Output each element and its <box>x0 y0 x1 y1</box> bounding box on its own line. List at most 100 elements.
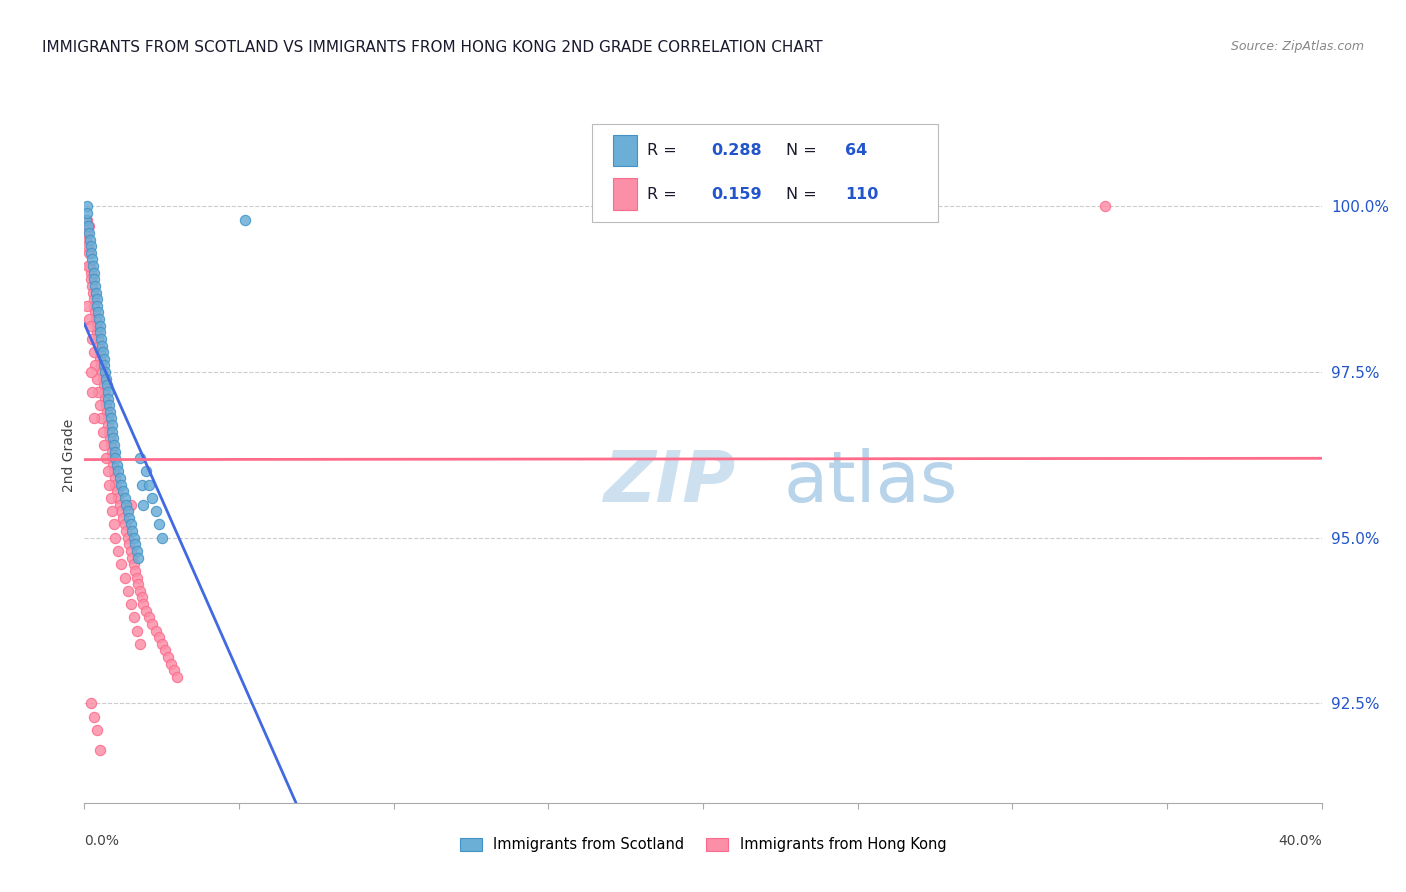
Text: 0.288: 0.288 <box>711 143 762 158</box>
Point <box>82 332 104 346</box>
Point <box>93 359 115 373</box>
Point <box>115 524 138 538</box>
Point <box>76 299 98 313</box>
Point <box>87 332 110 346</box>
Point <box>90 332 112 346</box>
Point <box>86 723 108 737</box>
Point <box>82 259 104 273</box>
Point <box>131 591 153 605</box>
Point <box>84 285 107 300</box>
Point <box>98 477 121 491</box>
Text: N =: N = <box>786 186 821 202</box>
Point <box>75 233 97 247</box>
Point <box>114 570 136 584</box>
Point <box>107 544 129 558</box>
Text: 0.0%: 0.0% <box>84 834 120 848</box>
FancyBboxPatch shape <box>613 135 637 166</box>
Point <box>112 511 135 525</box>
Point <box>135 604 157 618</box>
Point <box>79 233 101 247</box>
Point <box>101 504 124 518</box>
Point <box>132 597 155 611</box>
Point <box>160 657 183 671</box>
Point <box>118 537 141 551</box>
Point <box>96 465 118 479</box>
Point <box>89 338 111 352</box>
Point <box>98 405 121 419</box>
Point <box>91 425 114 439</box>
Point <box>82 279 104 293</box>
Point <box>75 212 97 227</box>
Point <box>150 531 173 545</box>
Point <box>110 504 132 518</box>
Text: R =: R = <box>647 143 682 158</box>
Point <box>93 378 115 392</box>
Point <box>91 372 114 386</box>
Point <box>120 597 142 611</box>
Point <box>166 670 188 684</box>
Point <box>101 431 124 445</box>
Point <box>117 583 139 598</box>
Point <box>104 444 127 458</box>
Point <box>79 259 101 273</box>
Point <box>108 498 131 512</box>
Point <box>103 438 125 452</box>
Point <box>115 498 138 512</box>
Point <box>145 624 167 638</box>
Point <box>84 305 107 319</box>
Point <box>77 219 100 234</box>
Point <box>98 398 121 412</box>
Point <box>79 318 101 333</box>
Point <box>83 411 105 425</box>
Point <box>89 351 111 366</box>
Point <box>105 484 128 499</box>
Legend: Immigrants from Scotland, Immigrants from Hong Kong: Immigrants from Scotland, Immigrants fro… <box>454 831 952 858</box>
Point <box>150 637 173 651</box>
Point <box>82 285 104 300</box>
Point <box>91 365 114 379</box>
Point <box>100 491 122 505</box>
Point <box>83 345 105 359</box>
Point <box>83 266 105 280</box>
Point <box>90 359 112 373</box>
Text: R =: R = <box>647 186 682 202</box>
Point <box>124 537 146 551</box>
Point <box>132 498 155 512</box>
Point <box>86 299 108 313</box>
Point <box>129 583 152 598</box>
Point <box>89 743 111 757</box>
Point <box>94 372 117 386</box>
Point <box>77 239 100 253</box>
Point <box>110 477 132 491</box>
Point <box>122 531 145 545</box>
Point <box>103 517 125 532</box>
Point <box>233 212 256 227</box>
Point <box>104 471 127 485</box>
Point <box>93 384 115 399</box>
Point <box>117 504 139 518</box>
Point <box>117 531 139 545</box>
Point <box>86 372 108 386</box>
Point <box>101 458 124 472</box>
Point <box>77 226 100 240</box>
Text: 64: 64 <box>845 143 868 158</box>
Point <box>76 206 98 220</box>
Point <box>114 517 136 532</box>
Point <box>90 411 112 425</box>
Point <box>96 384 118 399</box>
Point <box>80 245 103 260</box>
Point <box>83 299 105 313</box>
Point <box>98 425 121 439</box>
Point <box>122 558 145 572</box>
Point <box>120 544 142 558</box>
Point <box>89 312 111 326</box>
Point <box>84 312 107 326</box>
Point <box>79 266 101 280</box>
Point <box>148 517 170 532</box>
Point <box>127 550 149 565</box>
Point <box>141 491 163 505</box>
Point <box>80 272 103 286</box>
Point <box>118 511 141 525</box>
Point <box>77 245 100 260</box>
Text: 0.159: 0.159 <box>711 186 762 202</box>
